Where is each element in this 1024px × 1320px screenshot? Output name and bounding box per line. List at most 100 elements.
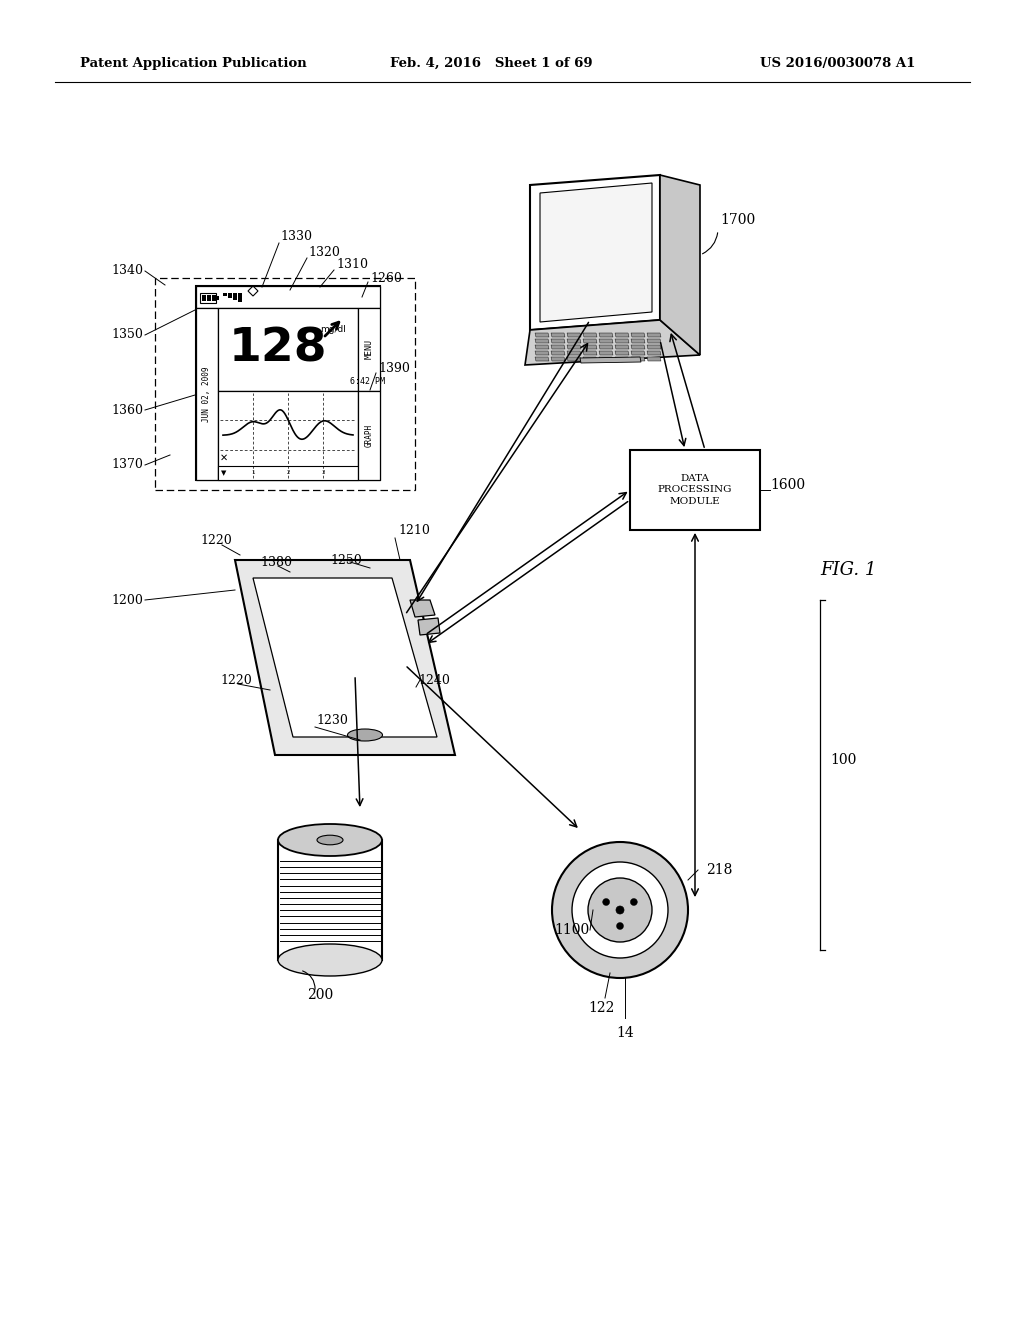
Bar [228,293,232,298]
Ellipse shape [616,923,624,929]
Polygon shape [525,319,700,366]
Polygon shape [583,333,597,337]
Text: FIG. 1: FIG. 1 [820,561,877,579]
Polygon shape [535,333,549,337]
Polygon shape [580,356,641,363]
Polygon shape [647,339,662,343]
Text: 1330: 1330 [280,231,312,243]
Text: ✕: ✕ [220,453,228,463]
Polygon shape [647,356,662,360]
Text: 1380: 1380 [260,556,292,569]
Polygon shape [615,356,629,360]
Polygon shape [599,356,613,360]
Polygon shape [530,176,660,330]
Polygon shape [535,345,549,348]
Polygon shape [551,345,565,348]
Bar [358,391,380,480]
Ellipse shape [278,944,382,975]
Bar [218,391,358,480]
Polygon shape [599,351,613,355]
Text: 1700: 1700 [720,213,756,227]
Bar [358,308,380,391]
Polygon shape [631,351,645,355]
Polygon shape [551,351,565,355]
Polygon shape [647,351,662,355]
Polygon shape [535,351,549,355]
Polygon shape [418,618,440,635]
Text: 100: 100 [830,752,856,767]
Ellipse shape [631,899,637,906]
Text: ▼: ▼ [221,470,226,477]
Bar [196,286,380,308]
Polygon shape [551,333,565,337]
Bar [233,293,237,300]
Polygon shape [631,333,645,337]
Ellipse shape [317,836,343,845]
Text: 1320: 1320 [308,247,340,260]
Polygon shape [615,339,629,343]
Text: DATA
PROCESSING
MODULE: DATA PROCESSING MODULE [657,474,732,507]
Polygon shape [583,351,597,355]
Bar [196,308,218,480]
Polygon shape [599,339,613,343]
Text: 1250: 1250 [330,553,361,566]
Text: 1260: 1260 [370,272,401,285]
Bar [202,294,206,301]
Ellipse shape [603,899,609,906]
Bar [216,296,219,300]
Text: 3: 3 [322,470,325,475]
Text: 14: 14 [616,1026,634,1040]
Polygon shape [631,356,645,360]
Polygon shape [234,560,455,755]
Text: 1370: 1370 [112,458,143,471]
Polygon shape [583,339,597,343]
Bar [630,450,760,531]
Polygon shape [631,339,645,343]
Text: 1340: 1340 [111,264,143,276]
Bar [218,308,358,391]
Ellipse shape [552,842,688,978]
Bar [238,293,242,302]
Text: JUN 02, 2009: JUN 02, 2009 [203,366,212,422]
Text: mg/dl: mg/dl [321,326,346,334]
Bar [278,840,382,960]
Text: 218: 218 [706,863,732,876]
Text: 1100: 1100 [555,923,590,937]
Text: 1210: 1210 [398,524,430,536]
Polygon shape [647,345,662,348]
Text: 1220: 1220 [200,533,231,546]
Bar [207,294,211,301]
Polygon shape [535,356,549,360]
Polygon shape [615,351,629,355]
Polygon shape [615,333,629,337]
Polygon shape [647,333,662,337]
Text: Patent Application Publication: Patent Application Publication [80,57,307,70]
Bar [218,466,358,480]
Text: 200: 200 [307,987,333,1002]
Polygon shape [410,601,435,616]
Polygon shape [551,339,565,343]
Polygon shape [631,345,645,348]
Text: MENU: MENU [365,339,374,359]
Polygon shape [583,345,597,348]
Polygon shape [660,176,700,355]
Text: US 2016/0030078 A1: US 2016/0030078 A1 [760,57,915,70]
Text: 1390: 1390 [378,362,410,375]
Text: 128: 128 [228,327,328,372]
Text: 1360: 1360 [111,404,143,417]
Text: 1200: 1200 [112,594,143,606]
Ellipse shape [347,729,383,741]
Text: 1230: 1230 [316,714,348,726]
Text: 122: 122 [589,1001,615,1015]
Ellipse shape [588,878,652,942]
Bar [155,279,415,490]
Ellipse shape [616,906,624,913]
Text: 1350: 1350 [112,329,143,342]
Bar [212,294,216,301]
Polygon shape [583,356,597,360]
Text: 1600: 1600 [770,478,805,492]
Bar [223,293,227,296]
Polygon shape [551,356,565,360]
Polygon shape [599,345,613,348]
Text: 2: 2 [287,470,290,475]
